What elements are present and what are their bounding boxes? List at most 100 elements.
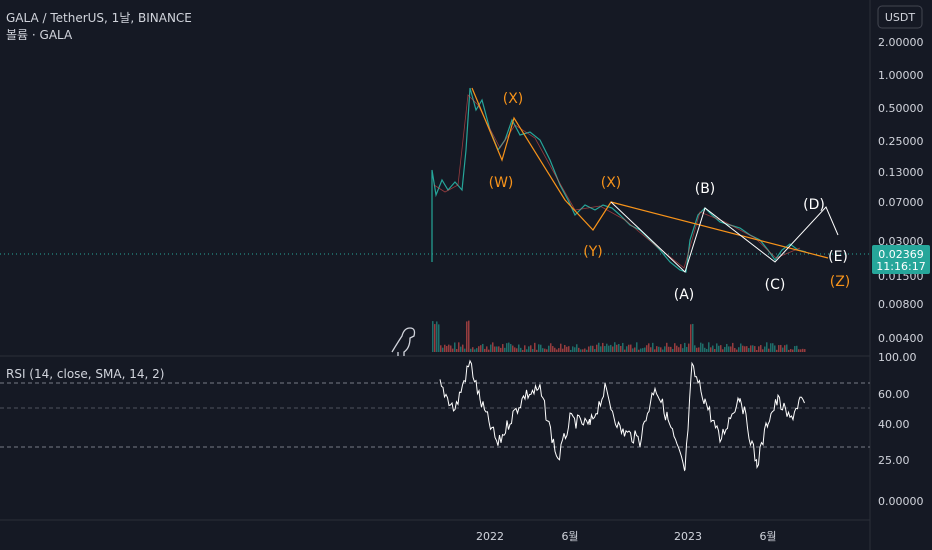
volume-bar (660, 347, 662, 352)
volume-bar (560, 343, 562, 352)
volume-bar (582, 349, 584, 352)
indicator-title: RSI (14, close, SMA, 14, 2) (6, 367, 164, 381)
volume-bar (752, 345, 754, 352)
volume-bar (802, 348, 804, 352)
volume-bar (588, 346, 590, 352)
volume-bar (456, 349, 458, 352)
volume-bar (558, 348, 560, 352)
volume-bar (556, 349, 558, 352)
countdown: 11:16:17 (876, 260, 925, 273)
volume-bar (546, 349, 548, 352)
volume-bar (592, 345, 594, 352)
volume-bar (684, 342, 686, 352)
volume-bar (612, 346, 614, 352)
volume-bar (482, 343, 484, 352)
volume-bar (742, 345, 744, 352)
price-tick-label: 0.00400 (878, 332, 924, 345)
volume-bar (718, 345, 720, 352)
volume-bar (562, 348, 564, 352)
volume-bar (656, 346, 658, 352)
price-tick-label: 2.00000 (878, 36, 924, 49)
wave-label: (X) (503, 91, 524, 107)
volume-bar (732, 342, 734, 352)
volume-bar (700, 342, 702, 352)
currency-label[interactable]: USDT (885, 11, 916, 24)
volume-bar (772, 343, 774, 352)
volume-bar (692, 323, 694, 352)
volume-bar (540, 344, 542, 352)
volume-bar (726, 343, 728, 352)
volume-bar (484, 348, 486, 352)
volume-bar (796, 345, 798, 352)
volume-bar (768, 348, 770, 352)
volume-bar (668, 346, 670, 352)
volume-bar (630, 344, 632, 352)
volume-bar (754, 346, 756, 352)
volume-bar (638, 349, 640, 352)
volume-bar (510, 344, 512, 352)
volume-bar (760, 345, 762, 352)
volume-bar (646, 345, 648, 352)
volume-bar (476, 348, 478, 352)
volume-bar (688, 343, 690, 352)
volume-bar (614, 342, 616, 352)
price-line (431, 87, 807, 273)
volume-bar (470, 348, 472, 352)
volume-bar (570, 349, 572, 352)
wave-label: (Z) (830, 274, 851, 290)
volume-bar (622, 342, 624, 352)
volume-bar (548, 345, 550, 352)
volume-bar (636, 342, 638, 352)
volume-bar (550, 343, 552, 352)
volume-bar (498, 346, 500, 352)
currency-button[interactable] (877, 5, 923, 29)
volume-bar (444, 344, 446, 352)
volume-bar (534, 342, 536, 352)
volume-bar (702, 343, 704, 352)
volume-bar (774, 345, 776, 352)
volume-bar (650, 347, 652, 352)
volume-bar (758, 346, 760, 352)
volume-bar (776, 349, 778, 352)
volume-bar (552, 346, 554, 352)
volume-title: 볼륨 · GALA (6, 28, 73, 42)
volume-bar (720, 345, 722, 352)
volume-bar (714, 349, 716, 352)
volume-bar (432, 321, 434, 352)
volume-bar (626, 346, 628, 352)
volume-bar (544, 348, 546, 352)
rsi-tick-label: 40.00 (878, 418, 910, 431)
volume-bar (662, 349, 664, 352)
volume-bar (580, 349, 582, 352)
volume-bar (496, 346, 498, 352)
volume-bar (790, 349, 792, 352)
volume-bar (676, 345, 678, 352)
volume-bar (576, 344, 578, 352)
volume-bar (634, 347, 636, 352)
volume-bar (564, 345, 566, 352)
volume-bar (606, 343, 608, 352)
volume-bar (698, 347, 700, 352)
volume-bar (554, 347, 556, 352)
volume-bar (608, 345, 610, 352)
volume-bar (722, 349, 724, 352)
volume-bar (734, 348, 736, 352)
volume-bar (466, 321, 468, 352)
volume-bar (672, 348, 674, 352)
volume-bar (632, 348, 634, 352)
volume-bar (716, 343, 718, 352)
volume-bar (468, 320, 470, 352)
volume-bar (500, 347, 502, 352)
volume-bar (640, 348, 642, 352)
volume-bar (454, 342, 456, 352)
volume-bar (628, 344, 630, 352)
volume-bar (512, 345, 514, 352)
volume-bar (728, 346, 730, 352)
volume-bar (648, 343, 650, 352)
volume-bar (440, 345, 442, 352)
volume-bar (704, 347, 706, 352)
volume-bar (434, 324, 436, 352)
wave-label: (X) (601, 175, 622, 191)
volume-bar (604, 346, 606, 352)
